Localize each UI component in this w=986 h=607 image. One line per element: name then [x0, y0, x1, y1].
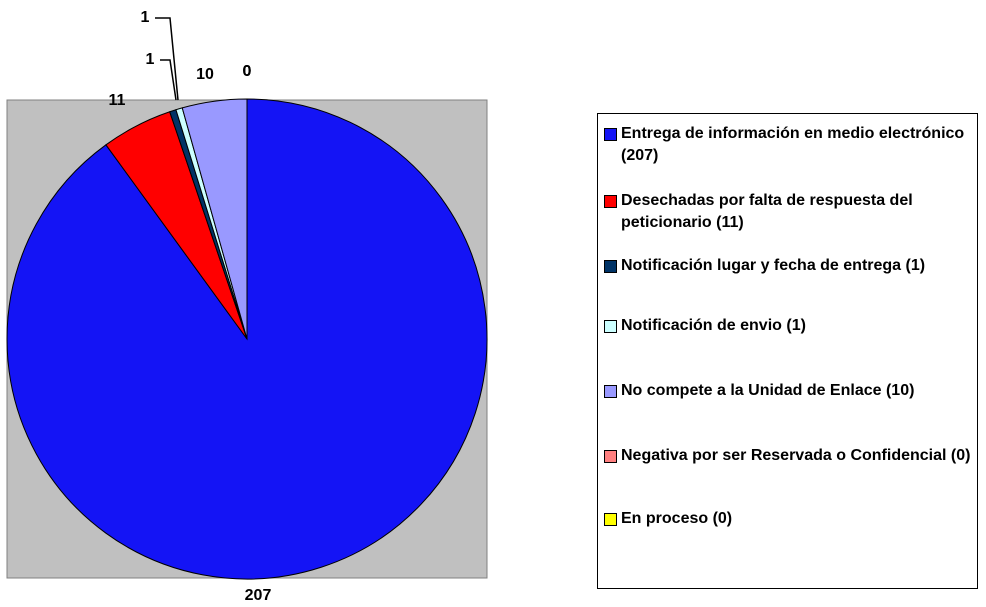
legend-swatch [604, 320, 617, 333]
legend-swatch [604, 195, 617, 208]
legend-label: Negativa por ser Reservada o Confidencia… [621, 447, 971, 464]
data-label: 1 [146, 51, 155, 68]
legend-swatch [604, 513, 617, 526]
legend-label: Notificación lugar y fecha de entrega (1… [621, 257, 926, 274]
data-label: 11 [109, 92, 126, 109]
data-label: 1 [141, 9, 150, 26]
legend-swatch [604, 128, 617, 141]
legend-swatch [604, 385, 617, 398]
data-label: 207 [245, 587, 272, 604]
leader-line [160, 59, 177, 101]
legend-label: No compete a la Unidad de Enlace (10) [621, 382, 915, 399]
data-label: 0 [243, 63, 252, 80]
legend-swatch [604, 260, 617, 273]
data-label: 0 [243, 63, 252, 80]
legend: Entrega de información en medio electrón… [597, 113, 978, 589]
legend-swatch [604, 450, 617, 463]
legend-label: Notificación de envio (1) [621, 317, 806, 334]
data-label: 10 [196, 66, 214, 83]
leader-line [155, 17, 179, 101]
legend-label: Desechadas por falta de respuesta del pe… [621, 192, 913, 231]
legend-label: En proceso (0) [621, 510, 733, 527]
legend-label: Entrega de información en medio electrón… [621, 125, 965, 164]
